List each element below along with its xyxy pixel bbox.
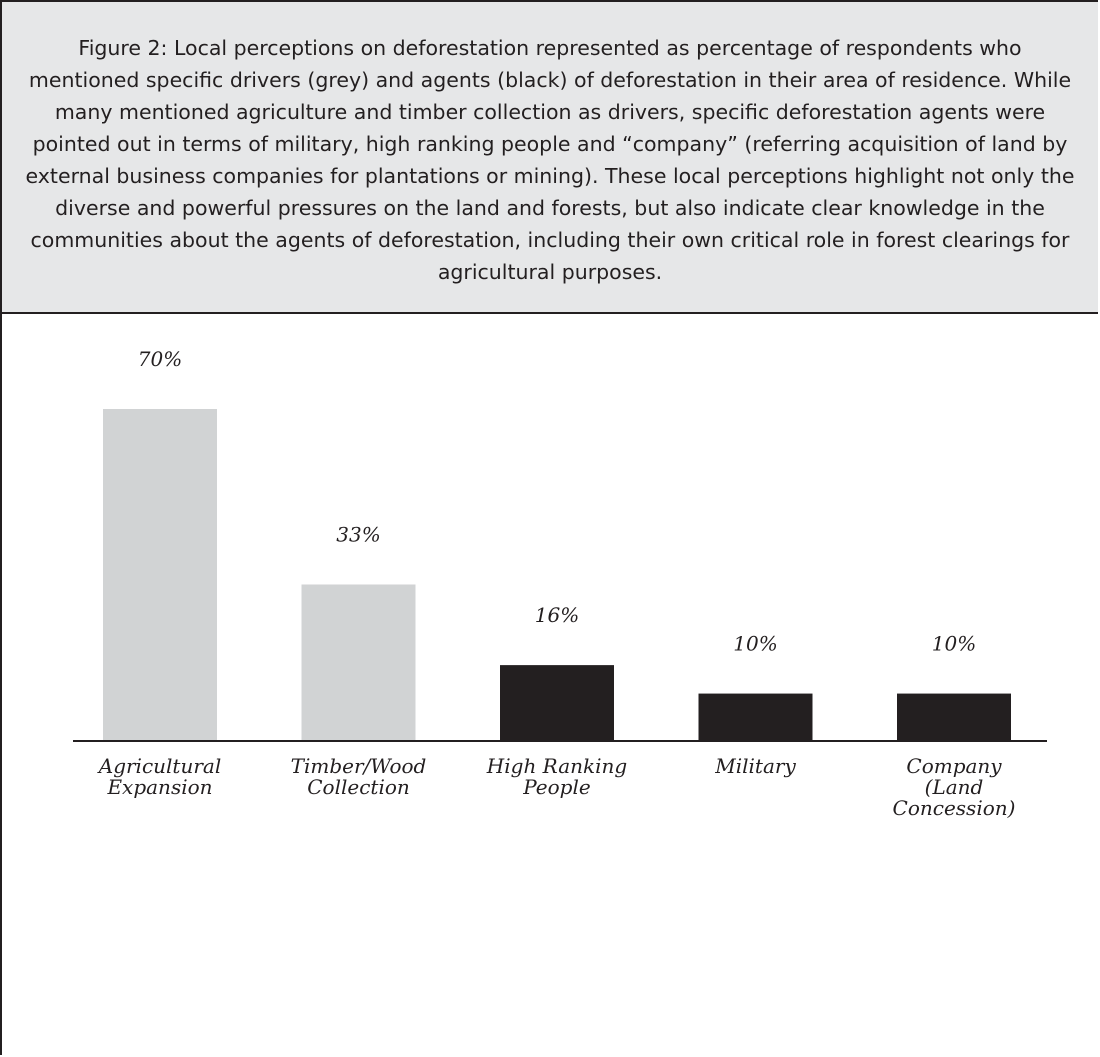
bar-1 xyxy=(103,409,217,741)
category-label-5: Company (Land Concession) xyxy=(893,754,1016,820)
bar-value-label-2: 33% xyxy=(336,522,380,546)
bar-value-label-5: 10% xyxy=(932,632,976,656)
caption-box: Figure 2: Local perceptions on deforesta… xyxy=(2,2,1098,314)
category-label-1: Agricultural Expansion xyxy=(97,754,221,799)
bar-value-label-3: 16% xyxy=(535,603,579,627)
bar-4 xyxy=(698,693,813,741)
bar-value-label-1: 70% xyxy=(138,347,182,371)
bar-value-label-4: 10% xyxy=(733,632,777,656)
bar-5 xyxy=(897,693,1011,741)
category-label-3: High Ranking People xyxy=(486,754,627,799)
figure-caption: Figure 2: Local perceptions on deforesta… xyxy=(25,36,1075,284)
bar-2 xyxy=(301,584,416,741)
bar-3 xyxy=(500,665,614,741)
category-label-2: Timber/Wood Collection xyxy=(291,754,427,799)
category-label-4: Military xyxy=(714,754,796,778)
